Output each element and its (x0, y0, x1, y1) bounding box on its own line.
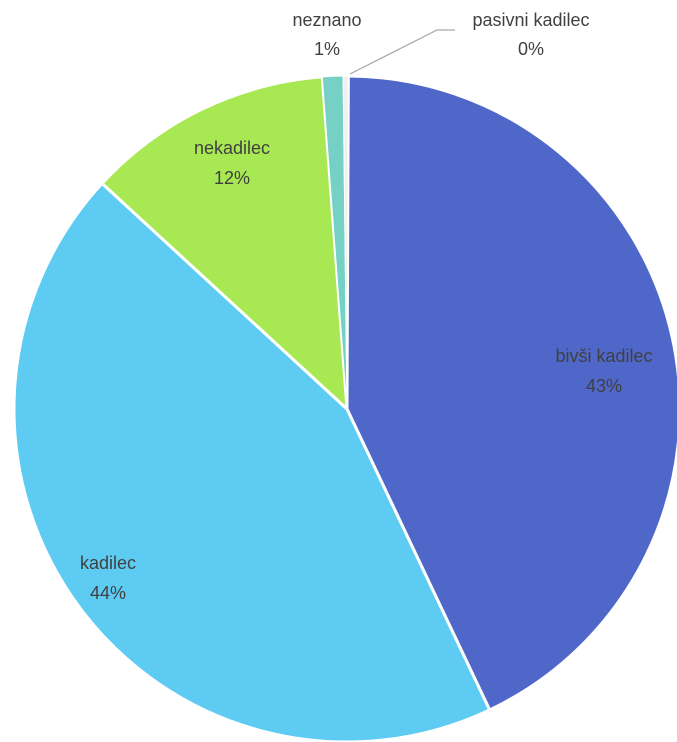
value-nekadilec: 12% (214, 168, 250, 188)
slice-pasivni-kadilec (342, 75, 349, 410)
label-pasivni-kadilec: pasivni kadilec (472, 10, 589, 30)
value-bivsi-kadilec: 43% (586, 376, 622, 396)
label-kadilec: kadilec (80, 553, 136, 573)
leader-line-pasivni-kadilec (349, 29, 455, 75)
value-kadilec: 44% (90, 583, 126, 603)
value-pasivni-kadilec: 0% (518, 39, 544, 59)
slice-bivsi-kadilec (345, 74, 677, 712)
label-bivsi-kadilec: bivši kadilec (555, 346, 652, 366)
slice-nekadilec (99, 75, 349, 413)
value-neznano: 1% (314, 39, 340, 59)
pie-slices (12, 74, 677, 742)
label-nekadilec: nekadilec (194, 138, 270, 158)
label-neznano: neznano (292, 10, 361, 30)
pie-labels: bivši kadilec 43% kadilec 44% nekadilec … (80, 10, 653, 603)
